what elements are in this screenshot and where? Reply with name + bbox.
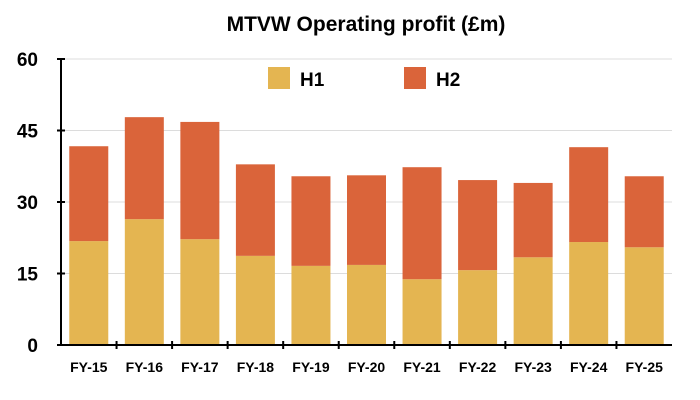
x-tick-label: FY-15 [70, 359, 108, 375]
bar-h1-fy-18 [235, 255, 275, 345]
x-tick-label: FY-17 [181, 359, 219, 375]
bar-h1-fy-20 [347, 264, 386, 345]
y-tick-label: 30 [17, 193, 38, 214]
bar-h1-fy-22 [458, 270, 498, 345]
bar-h2-fy-22 [458, 180, 498, 271]
y-tick-label: 15 [17, 265, 39, 286]
bar-h2-fy-17 [180, 121, 220, 240]
bar-h1-fy-16 [124, 219, 164, 345]
bar-h1-fy-24 [569, 242, 609, 345]
x-tick-label: FY-16 [126, 359, 164, 375]
bar-h2-fy-23 [513, 182, 553, 258]
y-tick-label: 60 [17, 50, 38, 71]
legend-label-h1: H1 [300, 70, 325, 91]
x-tick-label: FY-22 [459, 359, 497, 375]
bar-h2-fy-15 [69, 146, 109, 242]
bar-h2-fy-19 [291, 176, 331, 266]
bar-h2-fy-21 [402, 167, 442, 280]
bar-h1-fy-23 [513, 257, 553, 345]
legend-swatch-h1 [268, 67, 290, 89]
y-tick-label: 0 [27, 336, 38, 357]
bar-h2-fy-24 [569, 147, 609, 243]
x-tick-label: FY-25 [626, 359, 664, 375]
chart-title: MTVW Operating profit (£m) [227, 13, 506, 36]
bar-h2-fy-25 [624, 176, 664, 248]
bar-h2-fy-16 [124, 117, 164, 220]
bar-h1-fy-19 [291, 265, 331, 345]
bar-h1-fy-15 [69, 241, 109, 345]
x-tick-label: FY-20 [348, 359, 386, 375]
legend-label-h2: H2 [436, 70, 460, 91]
x-tick-label: FY-18 [237, 359, 275, 375]
bar-h2-fy-18 [235, 164, 275, 256]
bar-h1-fy-21 [402, 279, 442, 345]
x-tick-label: FY-23 [514, 359, 552, 375]
bar-h1-fy-25 [624, 247, 664, 345]
x-tick-label: FY-19 [292, 359, 330, 375]
bar-h1-fy-17 [180, 239, 220, 345]
x-tick-label: FY-21 [403, 359, 441, 375]
bar-h2-fy-20 [347, 175, 386, 265]
legend-swatch-h2 [404, 67, 426, 89]
x-tick-label: FY-24 [570, 359, 608, 375]
y-tick-label: 45 [17, 122, 39, 143]
